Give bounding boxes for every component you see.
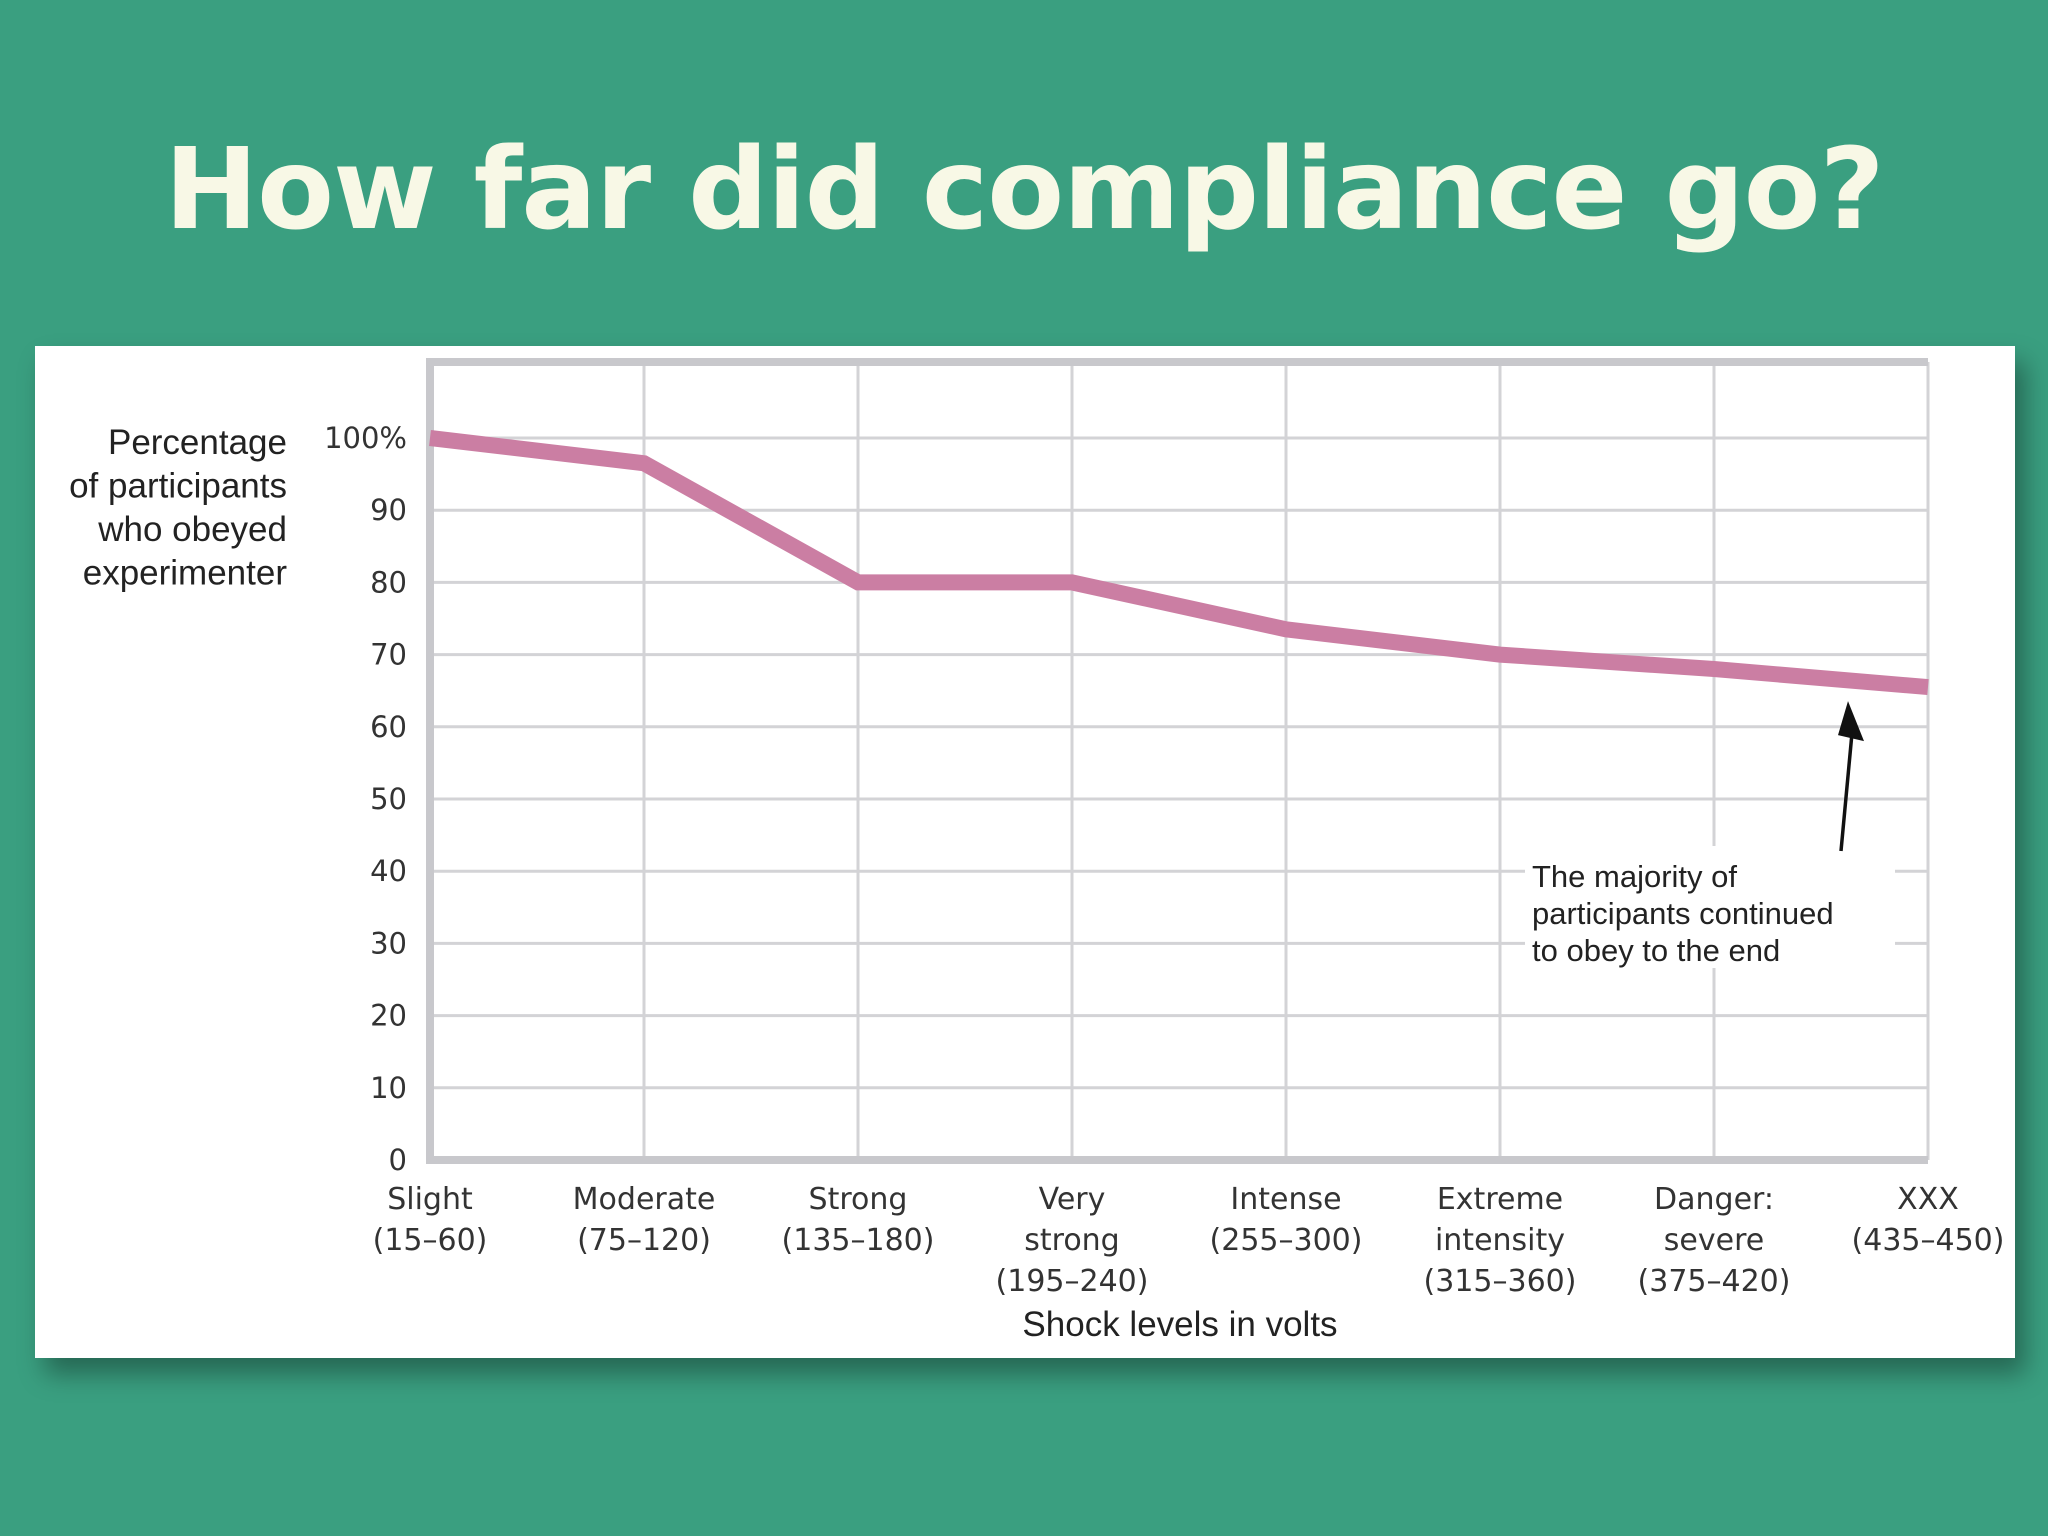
x-category-label: Strong (135–180)	[782, 1182, 935, 1258]
annotation: The majority of participants continued to …	[1525, 701, 1895, 968]
y-tick-label: 90	[370, 493, 407, 527]
series-line-0	[429, 430, 1929, 696]
chart-card: 0 10 20 30 40 50 60 70 80 90 100% Slight (15–60) Mod…	[35, 346, 2015, 1358]
grid-layer	[430, 362, 1930, 1160]
series-layer	[429, 430, 1929, 696]
y-tick-labels: 0 10 20 30 40 50 60 70 80 90 100%	[324, 421, 407, 1177]
x-category-label: Moderate (75–120)	[573, 1182, 716, 1258]
x-category-label: Slight (15–60)	[373, 1182, 488, 1258]
x-category-label: Extreme intensity (315–360)	[1424, 1182, 1577, 1299]
x-category-label: Danger: severe (375–420)	[1638, 1182, 1791, 1299]
y-tick-label: 70	[370, 638, 407, 672]
plot-frame	[426, 358, 1928, 1164]
x-category-label: XXX (435–450)	[1852, 1182, 2005, 1258]
y-axis-title: Percentage of participants who obeyed exper…	[69, 423, 287, 593]
annotation-arrowhead	[1838, 701, 1864, 742]
y-axis-title-text: Percentage of participants who obeyed exper…	[69, 423, 287, 593]
y-tick-label: 40	[370, 854, 407, 888]
slide-title: How far did compliance go?	[164, 125, 1884, 255]
annotation-arrow	[1839, 732, 1854, 852]
y-tick-label: 10	[370, 1071, 407, 1105]
y-tick-label: 20	[370, 999, 407, 1033]
y-tick-label: 100%	[324, 421, 407, 455]
x-category-labels: Slight (15–60) Moderate (75–120) Strong (135–…	[373, 1182, 2005, 1299]
x-category-label: Very strong (195–240)	[996, 1182, 1149, 1299]
y-tick-label: 30	[370, 926, 407, 960]
y-tick-label: 60	[370, 710, 407, 744]
x-axis-title: Shock levels in volts	[1022, 1305, 1337, 1344]
y-tick-label: 0	[389, 1143, 407, 1177]
y-tick-label: 50	[370, 782, 407, 816]
y-tick-label: 80	[370, 565, 407, 599]
x-category-label: Intense (255–300)	[1210, 1182, 1363, 1258]
annotation-backdrop	[1525, 846, 1895, 968]
obedience-line-chart: 0 10 20 30 40 50 60 70 80 90 100% Slight (15–60) Mod…	[69, 358, 2005, 1344]
annotation-text: The majority of participants continued to …	[1532, 859, 1834, 968]
